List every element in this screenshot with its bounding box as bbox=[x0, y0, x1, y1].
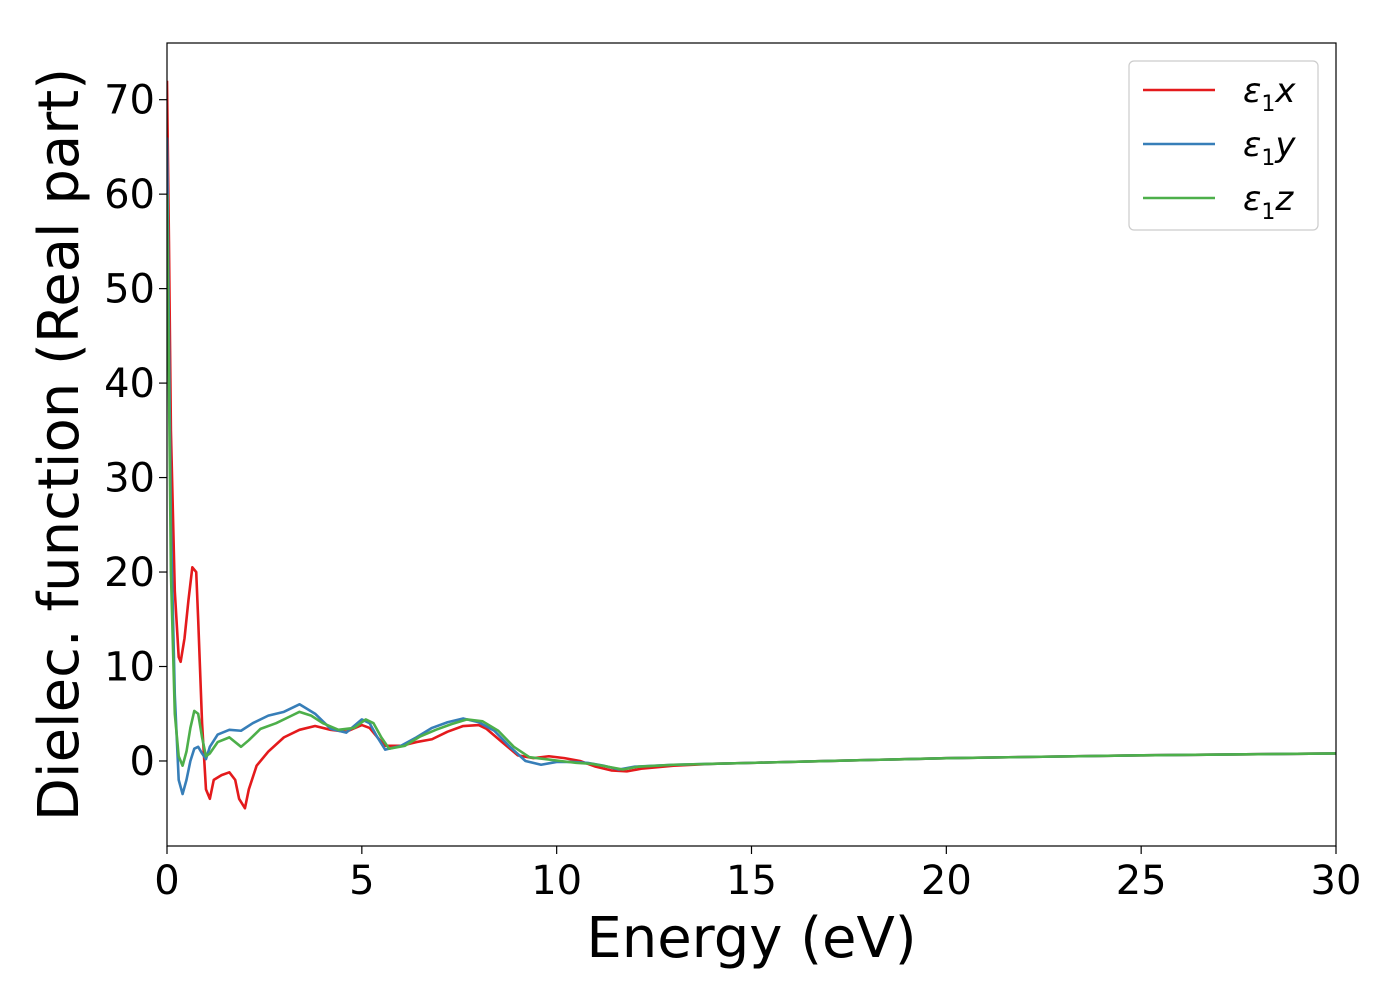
x-axis-label: Energy (eV) bbox=[586, 906, 916, 971]
y-tick-label: 40 bbox=[104, 361, 155, 407]
y-tick-label: 0 bbox=[130, 739, 155, 785]
legend-label: ε1z bbox=[1243, 179, 1294, 225]
x-tick-label: 15 bbox=[726, 858, 777, 904]
y-tick-label: 50 bbox=[104, 267, 155, 313]
y-tick-label: 70 bbox=[104, 78, 155, 124]
series-line-z bbox=[167, 194, 1336, 771]
y-tick-label: 30 bbox=[104, 456, 155, 502]
x-tick-label: 30 bbox=[1311, 858, 1362, 904]
axes: 0 5 10 15 20 25 30 0 10 20 30 40 50 60 70 bbox=[104, 42, 1362, 904]
y-tick-label: 20 bbox=[104, 550, 155, 596]
legend-label: ε1x bbox=[1243, 71, 1296, 117]
y-tick-label: 10 bbox=[104, 645, 155, 691]
y-tick-label: 60 bbox=[104, 172, 155, 218]
legend-label: ε1y bbox=[1243, 125, 1296, 171]
x-tick-label: 10 bbox=[531, 858, 582, 904]
x-tick-label: 25 bbox=[1116, 858, 1167, 904]
x-tick-label: 0 bbox=[154, 858, 179, 904]
x-tick-label: 20 bbox=[921, 858, 972, 904]
x-tick-label: 5 bbox=[349, 858, 374, 904]
series-layer bbox=[167, 80, 1336, 810]
legend-box bbox=[1128, 60, 1319, 231]
legend: ε1x ε1y ε1z bbox=[1128, 60, 1319, 231]
y-axis-label: Dielec. function (Real part) bbox=[27, 68, 92, 821]
